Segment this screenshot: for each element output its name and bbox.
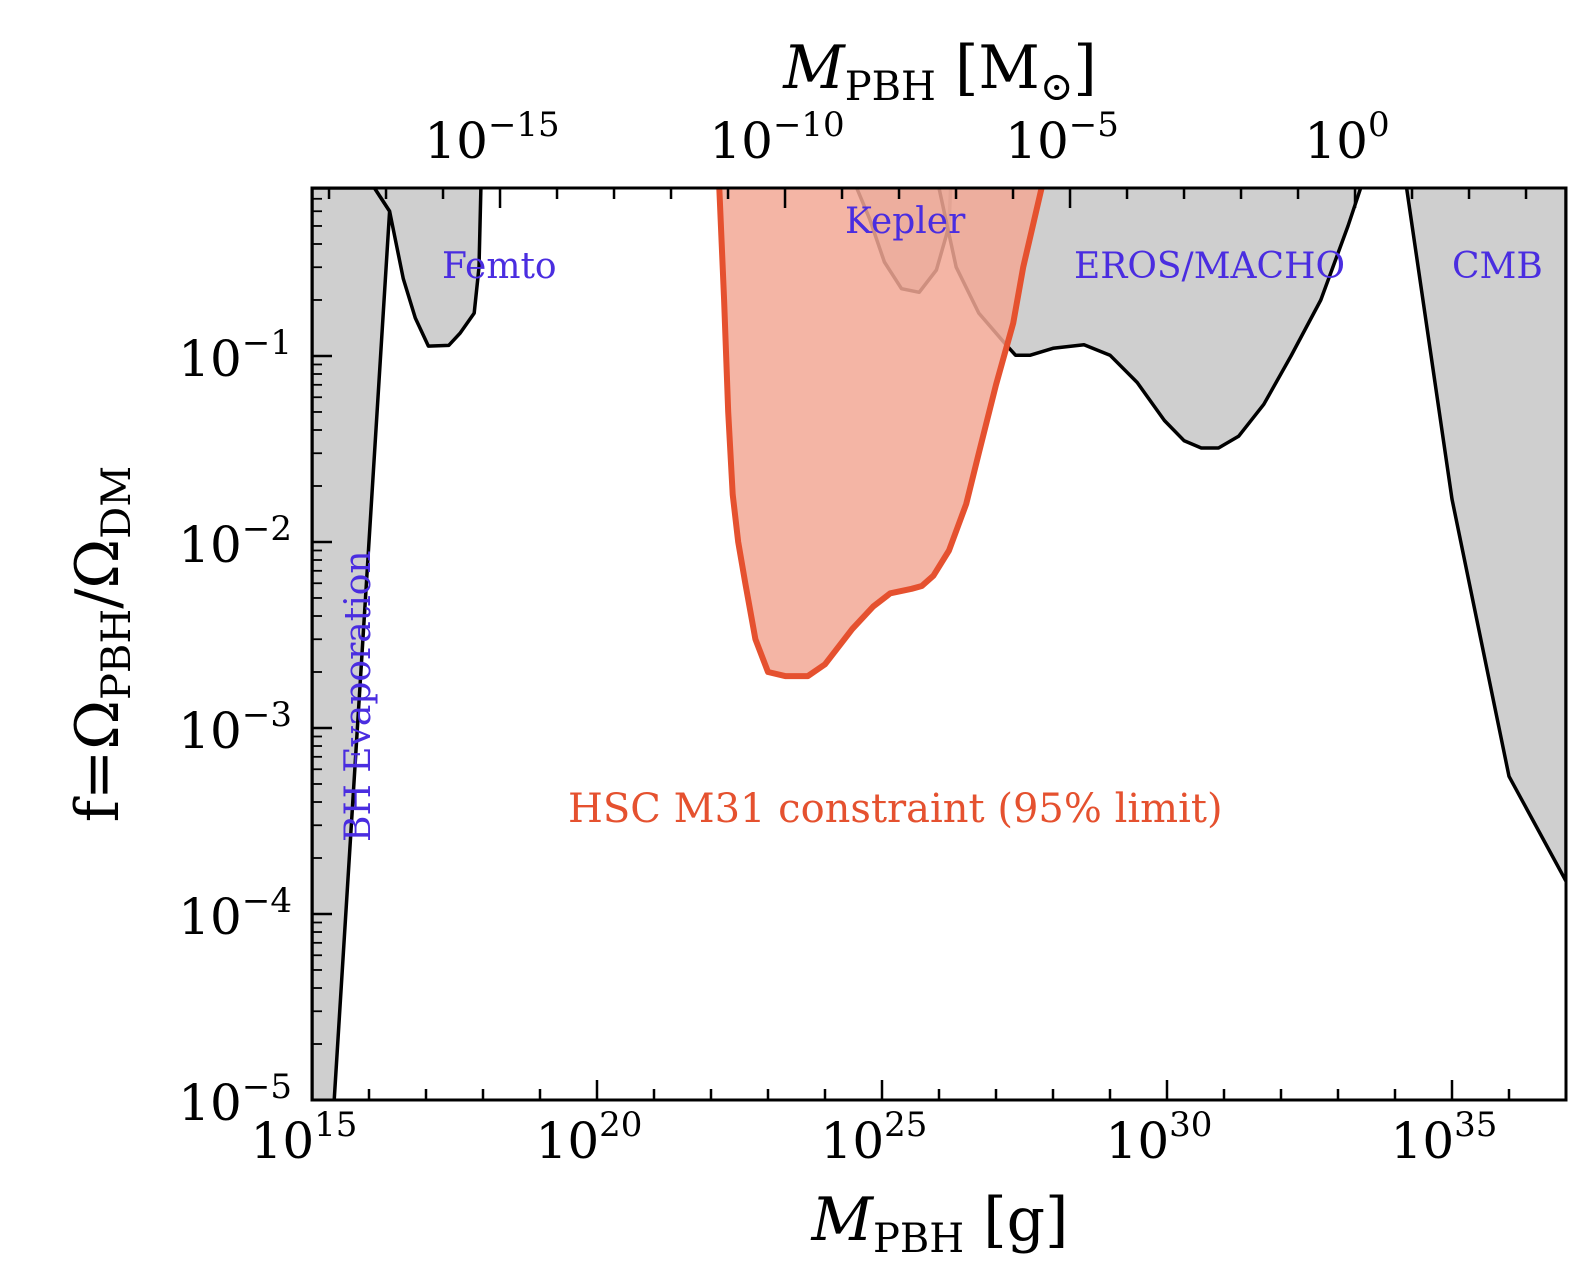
x2-tick-label: 100 — [1304, 105, 1389, 170]
x-tick-label: 1025 — [821, 1105, 928, 1170]
y-tick-label: 10−1 — [178, 323, 292, 388]
y-tick-label: 10−5 — [178, 1067, 292, 1132]
series-fill-hsc-m31-constraint-95-limit — [719, 188, 1042, 677]
x-tick-label: 1020 — [536, 1105, 643, 1170]
y-tick-label: 10−2 — [178, 509, 292, 574]
series-line-femto — [373, 188, 483, 348]
series-line-bh-evaporation — [312, 188, 392, 1100]
x2-tick-label: 10−5 — [1005, 105, 1119, 170]
annotation-cmb: CMB — [1452, 246, 1543, 287]
x2-tick-label: 10−10 — [709, 105, 844, 170]
series-line-hsc-m31-constraint-95-limit — [716, 188, 1045, 680]
annotation-kepler: Kepler — [845, 201, 966, 242]
x-tick-label: 1030 — [1106, 1105, 1213, 1170]
annotation-bh-evaporation: BH Evaporation — [338, 550, 379, 842]
labels-layer: 1015 1020 1025 1030 1035 10−5 10−4 10−3 10−2 10−1… — [178, 105, 1497, 1170]
y-tick-label: 10−3 — [178, 695, 292, 760]
series-line-cmb — [1404, 188, 1566, 883]
series-fill-femto — [374, 188, 481, 347]
y-axis-title: f=ΩPBH/ΩDM — [63, 466, 140, 822]
annotation-eros-macho: EROS/MACHO — [1074, 246, 1345, 287]
x2-tick-label: 10−15 — [424, 105, 559, 170]
plot-frame — [310, 186, 1568, 1102]
series-fill-eros-macho — [939, 188, 1361, 448]
x-tick-label: 1015 — [251, 1105, 358, 1170]
x2-axis-title: MPBH [M⊙] — [782, 33, 1097, 110]
y-tick-label: 10−4 — [178, 881, 292, 946]
series-fill-cmb — [1406, 188, 1566, 882]
x-axis-title: MPBH [g] — [811, 1185, 1069, 1262]
x-tick-label: 1035 — [1391, 1105, 1498, 1170]
annotation-femto: Femto — [442, 246, 557, 287]
annotation-hsc: HSC M31 constraint (95% limit) — [568, 786, 1223, 832]
series-fill-bh-evaporation — [312, 188, 390, 1100]
series-layer — [312, 188, 1566, 1100]
